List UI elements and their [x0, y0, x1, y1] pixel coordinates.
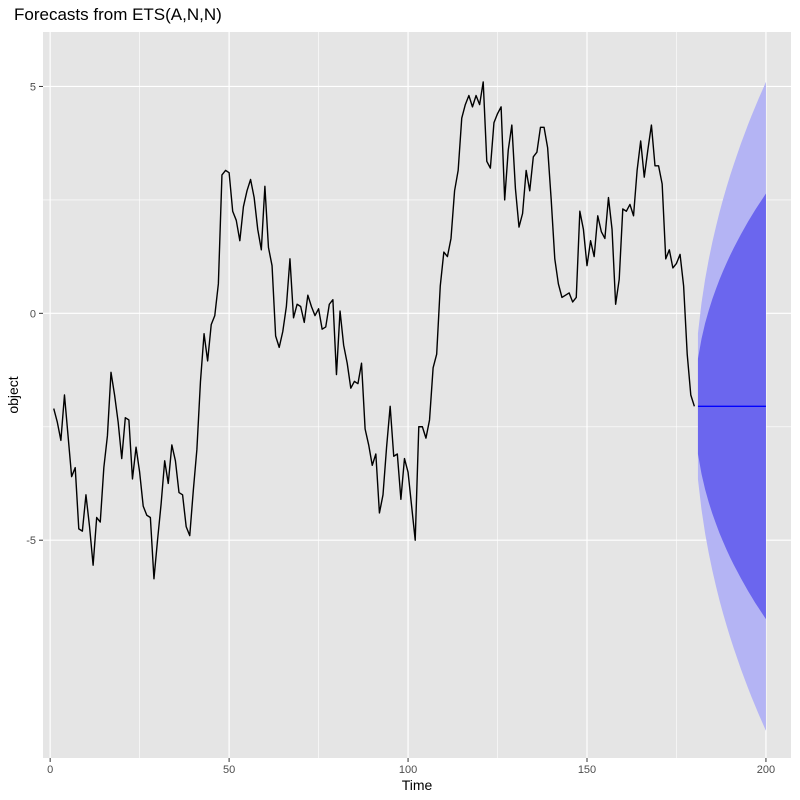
x-tick-label: 50: [223, 764, 235, 776]
x-axis: 0 50 100 150 200: [47, 758, 775, 776]
y-axis-title: object: [5, 376, 21, 413]
y-axis: -5 0 5: [26, 81, 43, 547]
y-tick-label: 5: [30, 81, 36, 93]
series-line-0: [53, 81, 696, 580]
y-tick-label: 0: [30, 308, 36, 320]
series-lines: [53, 81, 766, 580]
x-tick-label: 0: [47, 764, 53, 776]
x-tick-label: 100: [399, 764, 417, 776]
x-tick-label: 150: [578, 764, 596, 776]
y-tick-label: -5: [26, 535, 36, 547]
plot-panel: [43, 32, 791, 758]
chart-title: Forecasts from ETS(A,N,N): [14, 5, 222, 24]
x-axis-title: Time: [402, 777, 433, 793]
x-tick-label: 200: [757, 764, 775, 776]
grid-minor: [43, 32, 791, 758]
